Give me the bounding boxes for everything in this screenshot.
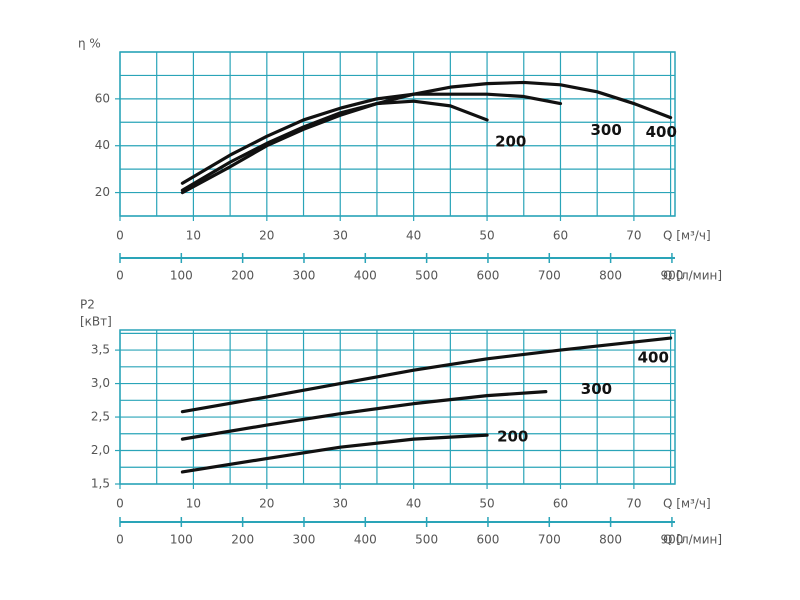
x-tick-label: 60 <box>553 229 568 243</box>
x-tick-label: 60 <box>553 497 568 511</box>
y-tick-label: 20 <box>95 185 110 199</box>
y-tick-label: 3,5 <box>91 343 110 357</box>
x-tick-label: 20 <box>259 229 274 243</box>
x2-tick-label: 900 <box>660 269 683 283</box>
x2-tick-label: 700 <box>538 269 561 283</box>
x-tick-label: 10 <box>186 497 201 511</box>
x2-tick-label: 500 <box>415 269 438 283</box>
series-label: 300 <box>581 380 612 398</box>
y-tick-label: 2,5 <box>91 410 110 424</box>
curve <box>180 80 673 195</box>
y-tick-label: 60 <box>95 91 110 105</box>
plot-frame <box>119 51 676 217</box>
plot-frame <box>119 329 676 485</box>
x2-tick-label: 0 <box>116 533 124 547</box>
y-tick-label: 40 <box>95 138 110 152</box>
x2-tick-label: 200 <box>231 269 254 283</box>
x2-tick-label: 800 <box>599 269 622 283</box>
x2-tick-label: 700 <box>538 533 561 547</box>
x2-tick-label: 200 <box>231 533 254 547</box>
x2-tick-label: 100 <box>170 269 193 283</box>
x-tick-label: 0 <box>116 229 124 243</box>
series-label: 200 <box>497 428 528 446</box>
x-tick-label: 40 <box>406 497 421 511</box>
curve <box>180 336 673 414</box>
x-axis-label: Q [м³/ч] <box>663 497 711 511</box>
x-tick-label: 10 <box>186 229 201 243</box>
y-tick-label: 1,5 <box>91 477 110 491</box>
x2-tick-label: 900 <box>660 533 683 547</box>
y-axis-label: [кВт] <box>80 315 112 329</box>
x2-axis-label: Q [л/мин] <box>663 533 722 547</box>
x2-tick-label: 400 <box>354 269 377 283</box>
x2-axis-label: Q [л/мин] <box>663 269 722 283</box>
x2-tick-label: 0 <box>116 269 124 283</box>
series-label: 200 <box>495 132 526 150</box>
x-tick-label: 30 <box>333 497 348 511</box>
series-label: 300 <box>590 121 621 139</box>
x2-tick-label: 800 <box>599 533 622 547</box>
curve <box>180 92 563 185</box>
x-tick-label: 50 <box>479 497 494 511</box>
y-axis-label: P2 <box>80 298 95 312</box>
x-tick-label: 20 <box>259 497 274 511</box>
curve <box>180 99 489 192</box>
y-tick-label: 3,0 <box>91 376 110 390</box>
series-label: 400 <box>638 349 669 367</box>
x2-tick-label: 600 <box>477 533 500 547</box>
x2-tick-label: 100 <box>170 533 193 547</box>
x2-tick-label: 500 <box>415 533 438 547</box>
x-axis-label: Q [м³/ч] <box>663 229 711 243</box>
series-label: 400 <box>646 123 677 141</box>
x2-tick-label: 300 <box>293 533 316 547</box>
x-tick-label: 30 <box>333 229 348 243</box>
x2-tick-label: 300 <box>293 269 316 283</box>
x-tick-label: 40 <box>406 229 421 243</box>
y-axis-label: η % <box>78 37 101 51</box>
curve <box>180 390 548 441</box>
x-tick-label: 70 <box>626 497 641 511</box>
curve <box>180 433 489 474</box>
x2-tick-label: 400 <box>354 533 377 547</box>
y-tick-label: 2,0 <box>91 443 110 457</box>
x-tick-label: 70 <box>626 229 641 243</box>
x2-tick-label: 600 <box>477 269 500 283</box>
x-tick-label: 50 <box>479 229 494 243</box>
x-tick-label: 0 <box>116 497 124 511</box>
